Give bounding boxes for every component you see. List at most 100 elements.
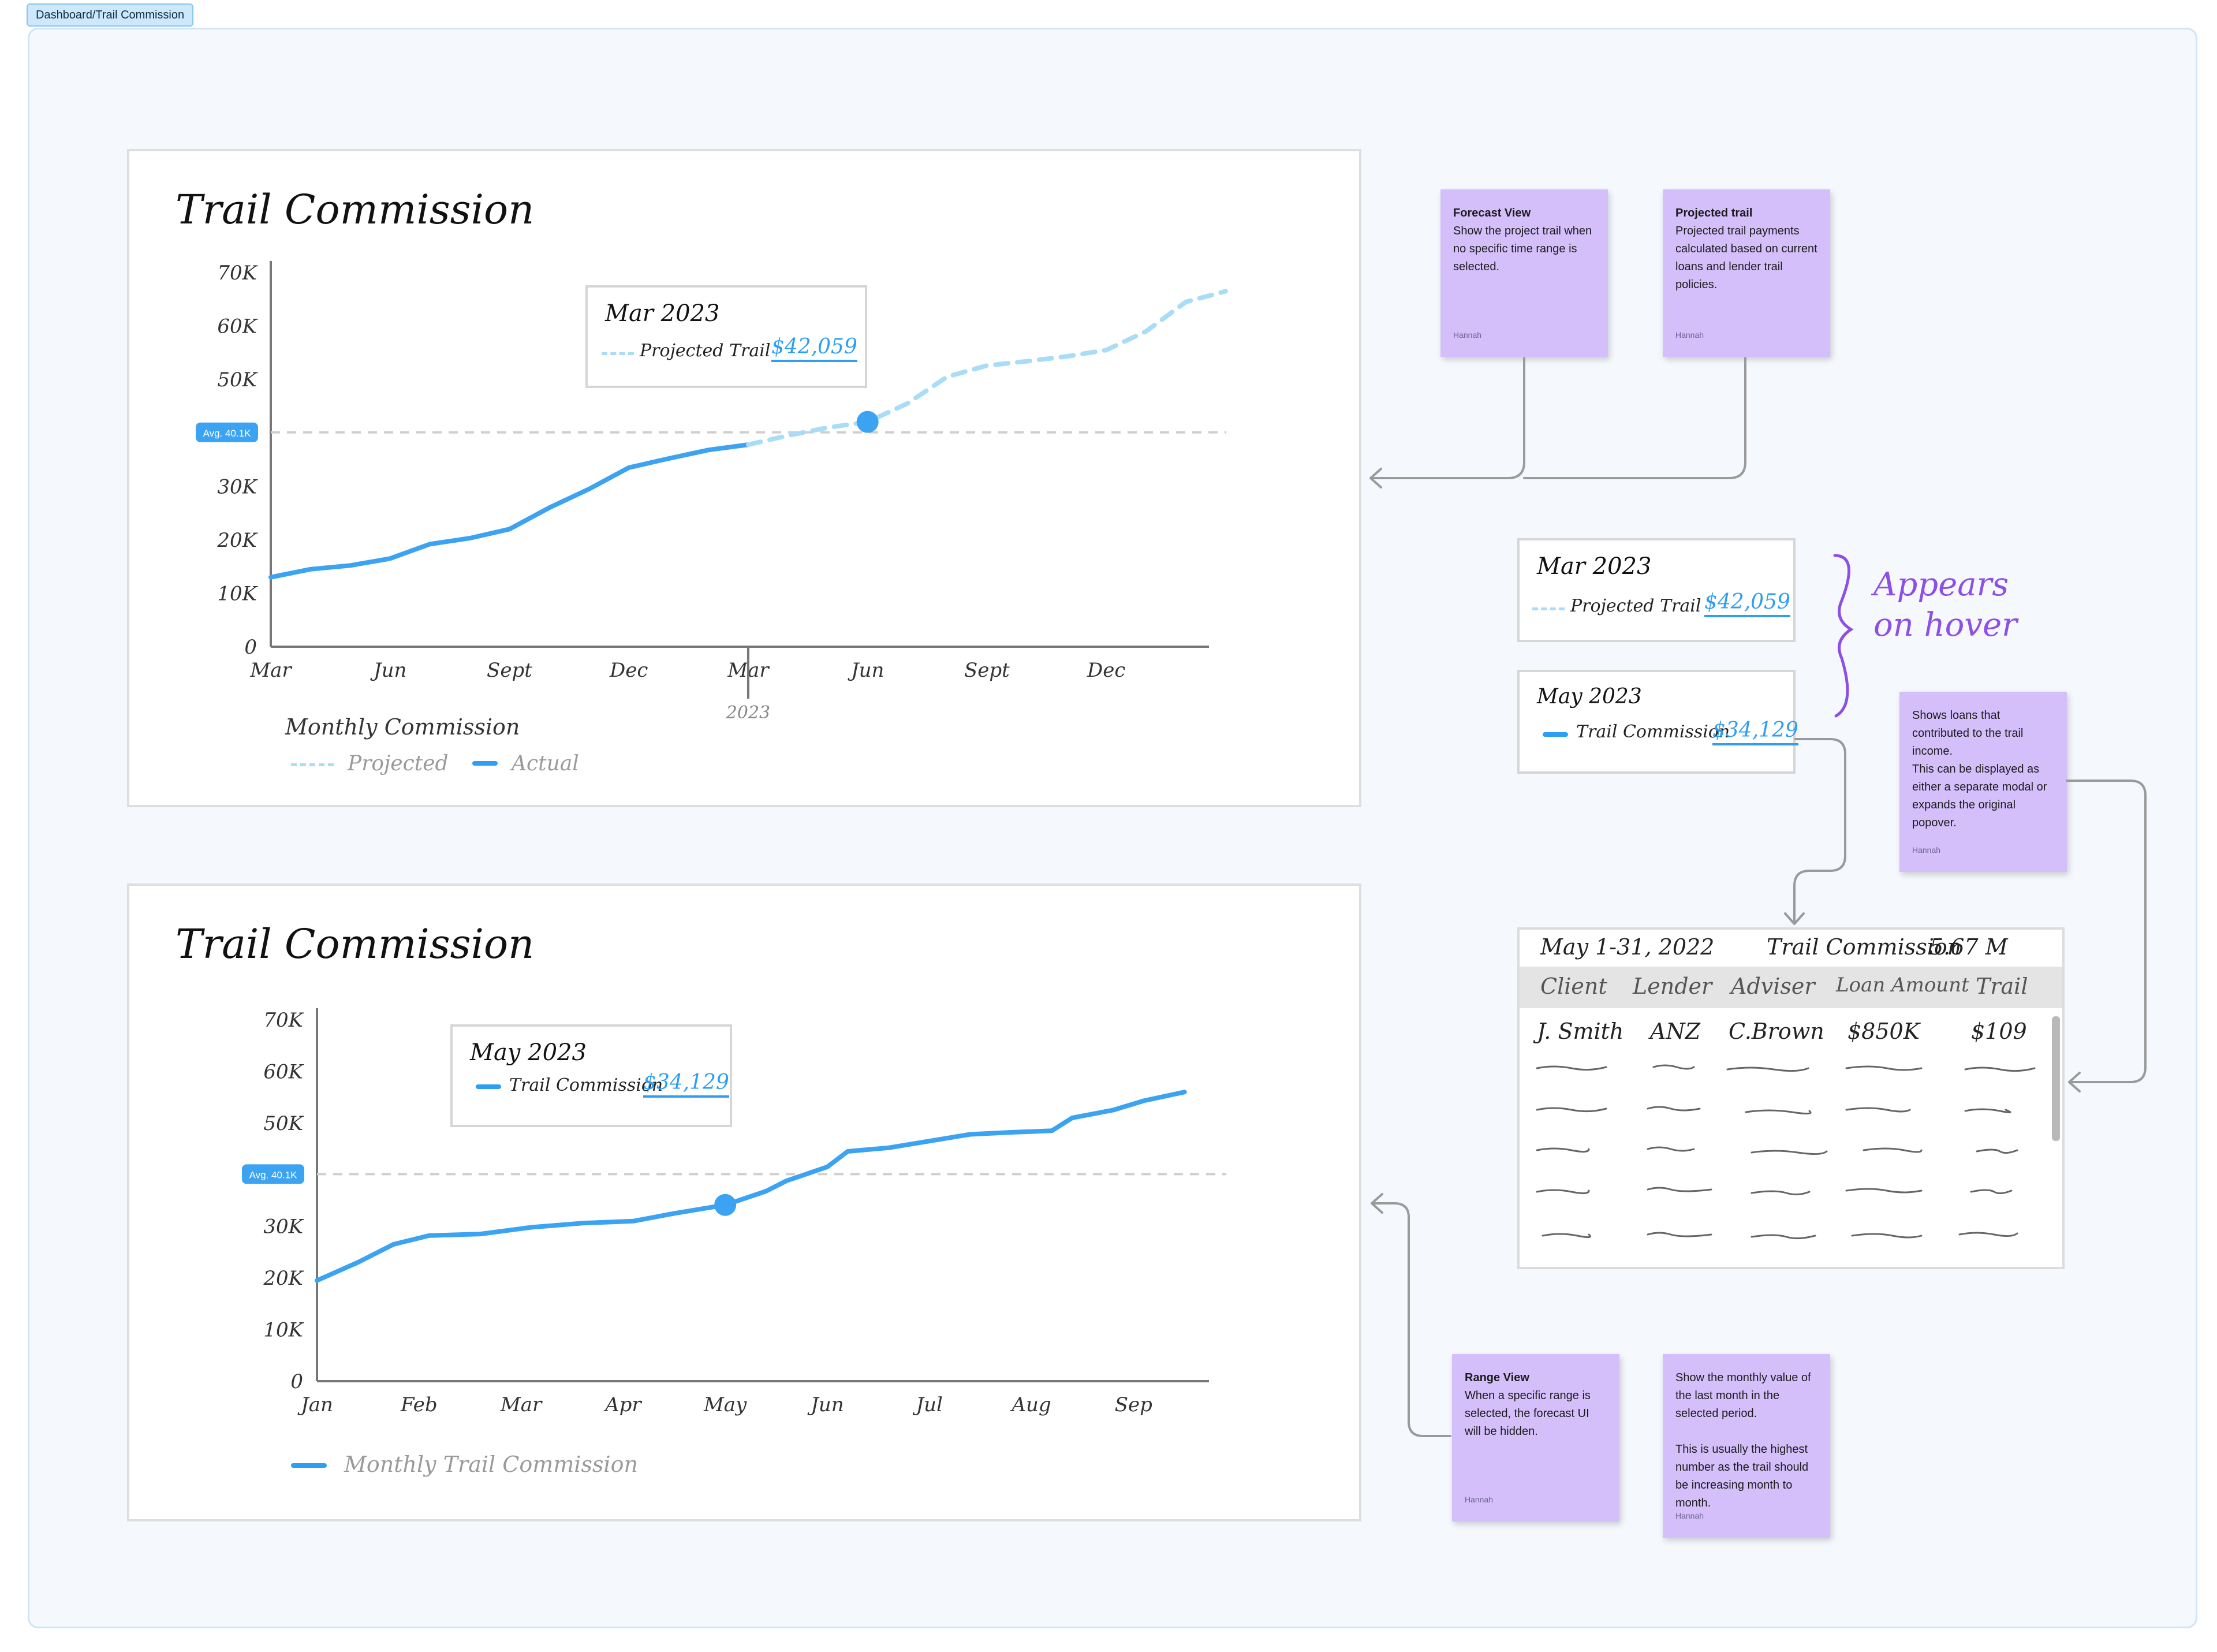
column-loan-amount[interactable]: Loan Amount — [1836, 974, 1969, 997]
y-tick-label: 0 — [244, 636, 257, 659]
average-badge-label: Avg. 40.1K — [249, 1169, 298, 1180]
sticky-author: Hannah — [1453, 330, 1482, 340]
x-tick-label: Aug — [1010, 1393, 1051, 1416]
x-tick-label: May — [703, 1393, 747, 1416]
series-line-monthly-trail-commission — [315, 1090, 1187, 1283]
y-tick-label: 70K — [217, 262, 258, 285]
average-badge — [196, 422, 258, 442]
table-summary-label: Trail Commission — [1767, 934, 1962, 960]
x-tick-label: Sept — [964, 659, 1010, 682]
legend-swatch — [291, 1463, 327, 1468]
sticky-author: Hannah — [1675, 330, 1704, 340]
range-line-chart[interactable]: 010K20K30K40K50K60K70KAvg. 40.1KJanFebMa… — [129, 886, 1359, 1519]
table-period: May 1-31, 2022 — [1540, 934, 1715, 960]
chart-title: Trail Commission — [176, 920, 535, 968]
y-tick-label: 50K — [217, 368, 258, 391]
hover-point — [714, 1194, 737, 1216]
column-lender[interactable]: Lender — [1633, 974, 1712, 999]
average-badge-label: Avg. 40.1K — [203, 428, 252, 439]
sticky-forecast-view: Forecast View Show the project trail whe… — [1440, 189, 1608, 357]
tooltip-value: $34,129 — [643, 1071, 729, 1098]
cell-trail: $109 — [1971, 1019, 2027, 1044]
sticky-projected-trail: Projected trail Projected trail payments… — [1663, 189, 1830, 357]
legend-projected-swatch — [291, 763, 334, 766]
y-tick-label: 30K — [263, 1215, 304, 1239]
x-tick-label: Jul — [913, 1393, 943, 1416]
x-tick-label: Sep — [1115, 1393, 1152, 1416]
sticky-author: Hannah — [1912, 845, 1941, 855]
range-chart-card: Trail Commission 010K20K30K40K50K60K70KA… — [127, 883, 1361, 1522]
tooltip-title: May 2023 — [470, 1039, 587, 1066]
series-line-actual — [268, 442, 751, 580]
tooltip-label: Trail Commission — [509, 1075, 663, 1095]
placeholder-rows — [1536, 1016, 2060, 1240]
popover-title: May 2023 — [1537, 685, 1642, 708]
sticky-body: When a specific range is selected, the f… — [1465, 1389, 1591, 1438]
x-tick-label: Jan — [297, 1393, 333, 1416]
y-tick-label: 0 — [290, 1370, 303, 1393]
appears-on-hover-note: Appears on hover — [1873, 566, 2017, 644]
chart-title: Trail Commission — [176, 186, 535, 233]
column-trail[interactable]: Trail — [1976, 974, 2028, 999]
sticky-range-view: Range View When a specific range is sele… — [1452, 1354, 1619, 1522]
y-tick-label: 60K — [263, 1060, 304, 1083]
actual-swatch — [476, 1084, 501, 1089]
column-client[interactable]: Client — [1540, 974, 1607, 999]
forecast-tooltip: Mar 2023 Projected Trail $42,059 — [585, 285, 867, 388]
y-tick-label: 20K — [263, 1267, 304, 1290]
tooltip-value: $42,059 — [771, 335, 857, 362]
popover-projected[interactable]: Mar 2023 Projected Trail $42,059 — [1517, 538, 1796, 642]
forecast-line-chart[interactable]: 010K20K30K40K50K60K70KAvg. 40.1KMarJunSe… — [129, 151, 1359, 805]
legend-actual-label: Actual — [512, 752, 579, 775]
sticky-body: Show the project trail when no specific … — [1453, 225, 1592, 273]
x-tick-label: Dec — [609, 659, 648, 682]
table-summary-bar: May 1-31, 2022 Trail Commission 5.67 M — [1520, 930, 2062, 968]
y-tick-label: 10K — [263, 1319, 304, 1342]
forecast-chart-card: Trail Commission 010K20K30K40K50K60K70KA… — [127, 149, 1361, 807]
popover-value: $42,059 — [1704, 590, 1790, 617]
range-tooltip: May 2023 Trail Commission $34,129 — [450, 1024, 732, 1127]
hover-point — [856, 411, 879, 433]
y-tick-label: 50K — [263, 1112, 304, 1135]
actual-swatch — [1543, 732, 1568, 737]
popover-actual[interactable]: May 2023 Trail Commission $34,129 — [1517, 670, 1798, 774]
legend-actual-swatch — [472, 761, 498, 766]
legend-title: Monthly Commission — [285, 714, 520, 740]
x-tick-label: Mar — [249, 659, 292, 682]
column-adviser[interactable]: Adviser — [1731, 974, 1815, 999]
y-tick-label: 70K — [263, 1009, 304, 1032]
cell-loan-amount: $850K — [1848, 1019, 1920, 1044]
cell-lender: ANZ — [1650, 1019, 1701, 1044]
x-tick-label: Sept — [487, 659, 532, 682]
y-tick-label: 20K — [217, 529, 258, 552]
sticky-title: Forecast View — [1453, 207, 1531, 219]
y-tick-label: 60K — [217, 315, 258, 338]
sticky-author: Hannah — [1465, 1495, 1494, 1504]
popover-label: Trail Commission — [1576, 722, 1730, 742]
average-badge — [242, 1164, 304, 1184]
popover-label: Projected Trail — [1570, 596, 1701, 616]
y-tick-label: 30K — [217, 475, 258, 498]
loans-table-card[interactable]: May 1-31, 2022 Trail Commission 5.67 M C… — [1517, 927, 2065, 1269]
sticky-title: Projected trail — [1675, 207, 1753, 219]
tooltip-label: Projected Trail — [640, 341, 771, 361]
legend-projected-label: Projected — [348, 752, 449, 775]
x-tick-label: Jun — [807, 1393, 843, 1416]
x-tick-label: Jun — [848, 659, 884, 682]
x-tick-label: Mar — [500, 1393, 543, 1416]
projected-swatch — [602, 352, 634, 355]
projected-swatch — [1532, 607, 1565, 610]
sticky-author: Hannah — [1675, 1511, 1704, 1520]
cell-client: J. Smith — [1537, 1019, 1624, 1044]
popover-title: Mar 2023 — [1537, 553, 1652, 580]
cell-adviser: C.Brown — [1729, 1019, 1824, 1044]
sticky-monthly-value: Show the monthly value of the last month… — [1663, 1354, 1830, 1538]
sticky-title: Range View — [1465, 1371, 1529, 1384]
popover-value: $34,129 — [1712, 718, 1798, 745]
table-header-row: Client Lender Adviser Loan Amount Trail — [1520, 967, 2062, 1008]
x-tick-label: Dec — [1087, 659, 1125, 682]
frame-label[interactable]: Dashboard/Trail Commission — [27, 3, 194, 27]
x-tick-label: Feb — [400, 1393, 438, 1416]
sticky-body: Projected trail payments calculated base… — [1675, 225, 1817, 291]
x-tick-label: Jun — [370, 659, 406, 682]
